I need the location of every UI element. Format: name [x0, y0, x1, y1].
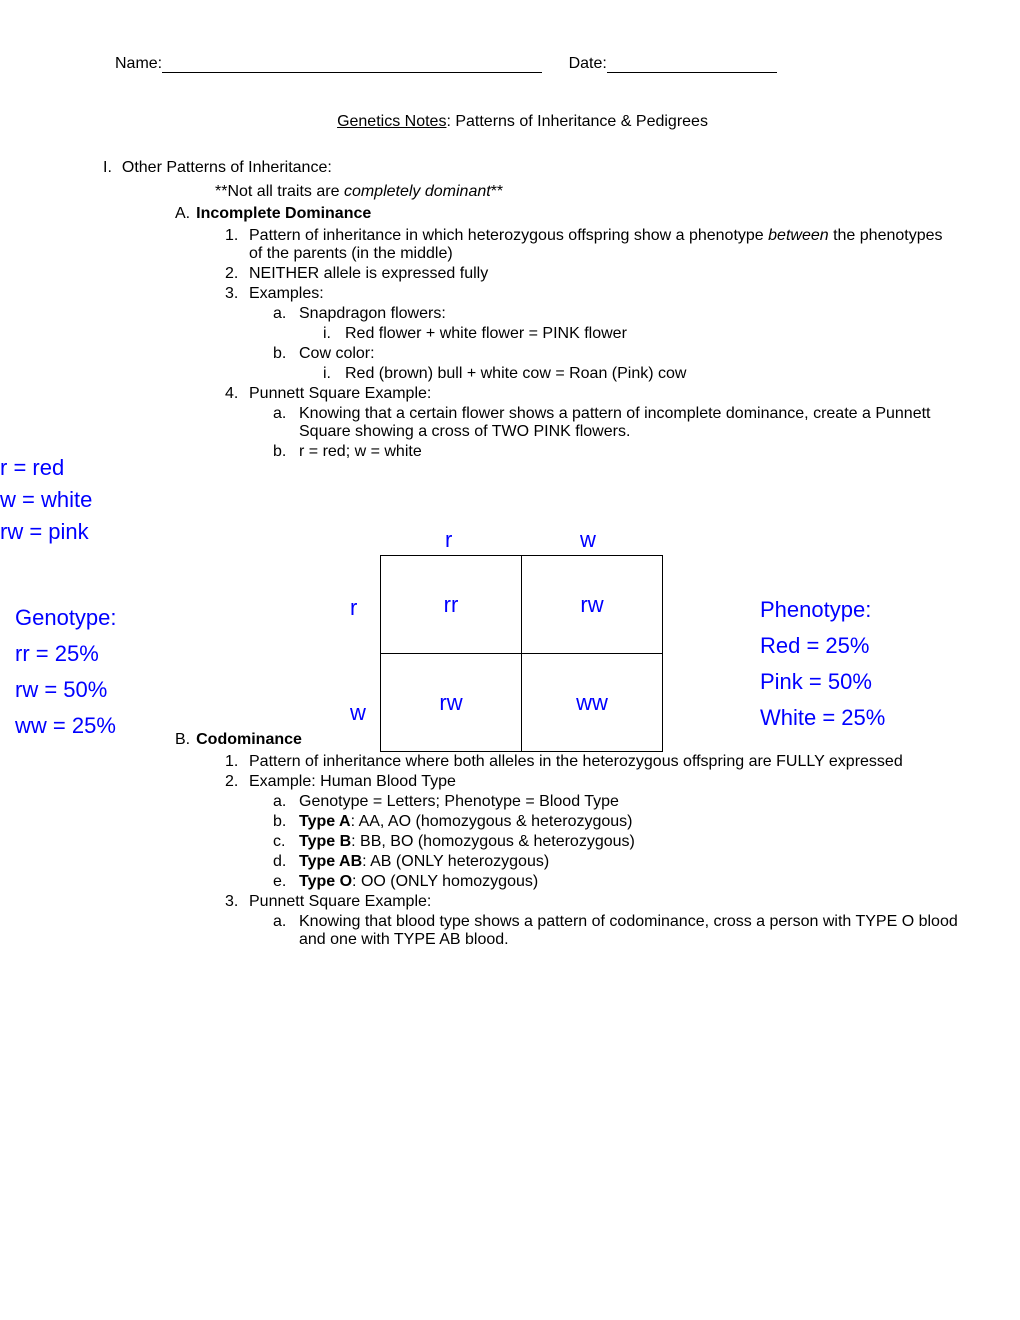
list-item: a. Genotype = Letters; Phenotype = Blood…	[273, 793, 960, 811]
examples-sublist: b. Cow color:	[273, 345, 960, 363]
name-label: Name:	[115, 55, 162, 72]
document-page: Name: Date: Genetics Notes: Patterns of …	[0, 0, 1020, 991]
list-item: 1. Pattern of inheritance in which heter…	[225, 227, 960, 263]
section-I-note: **Not all traits are completely dominant…	[215, 183, 960, 201]
list-item: a. Knowing that blood type shows a patte…	[273, 913, 960, 949]
examples-subsublist: i. Red flower + white flower = PINK flow…	[323, 325, 960, 343]
list-item: e. Type O: OO (ONLY homozygous)	[273, 873, 960, 891]
title-underlined: Genetics Notes	[337, 113, 446, 130]
list-item: 2. Example: Human Blood Type	[225, 773, 960, 791]
section-A-heading: A. Incomplete Dominance	[175, 205, 960, 223]
examples-subsublist: i. Red (brown) bull + white cow = Roan (…	[323, 365, 960, 383]
codominance-sublist: a. Knowing that blood type shows a patte…	[273, 913, 960, 949]
punnett-cell: ww	[522, 654, 663, 752]
phenotype-annotation: Phenotype: Red = 25% Pink = 50% White = …	[760, 592, 885, 736]
section-B-marker: B.	[175, 731, 190, 748]
title-rest: : Patterns of Inheritance & Pedigrees	[446, 113, 707, 130]
section-I-text: Other Patterns of Inheritance:	[122, 159, 332, 176]
codominance-list: 1. Pattern of inheritance where both all…	[225, 753, 960, 791]
list-item: 3. Examples:	[225, 285, 960, 303]
section-I-heading: I. Other Patterns of Inheritance:	[103, 159, 960, 177]
list-item: b. Cow color:	[273, 345, 960, 363]
list-item: a. Snapdragon flowers:	[273, 305, 960, 323]
punnett-col-header: r	[445, 527, 452, 553]
punnett-cell: rw	[381, 654, 522, 752]
list-item: i. Red (brown) bull + white cow = Roan (…	[323, 365, 960, 383]
punnett-row-header: w	[350, 700, 366, 726]
punnett-cell: rr	[381, 556, 522, 654]
punnett-square: r w r w rr rw rw ww	[380, 555, 663, 752]
genotype-annotation: Genotype: rr = 25% rw = 50% ww = 25%	[15, 600, 117, 744]
list-item: 2. NEITHER allele is expressed fully	[225, 265, 960, 283]
section-I-marker: I.	[103, 159, 112, 176]
date-label: Date:	[569, 55, 607, 72]
list-item: c. Type B: BB, BO (homozygous & heterozy…	[273, 833, 960, 851]
section-A-title: Incomplete Dominance	[196, 205, 371, 222]
punnett-row-header: r	[350, 595, 357, 621]
list-item: 3. Punnett Square Example:	[225, 893, 960, 911]
list-item: a. Knowing that a certain flower shows a…	[273, 405, 960, 441]
examples-sublist: a. Snapdragon flowers:	[273, 305, 960, 323]
header-row: Name: Date:	[115, 55, 960, 73]
date-blank	[607, 57, 777, 73]
list-item: b. Type A: AA, AO (homozygous & heterozy…	[273, 813, 960, 831]
list-item: b. r = red; w = white	[273, 443, 960, 461]
punnett-table: rr rw rw ww	[380, 555, 663, 752]
list-item: i. Red flower + white flower = PINK flow…	[323, 325, 960, 343]
section-B-title: Codominance	[196, 731, 302, 748]
name-blank	[162, 57, 542, 73]
incomplete-list: 4. Punnett Square Example:	[225, 385, 960, 403]
list-item: d. Type AB: AB (ONLY heterozygous)	[273, 853, 960, 871]
punnett-cell: rw	[522, 556, 663, 654]
incomplete-list: 1. Pattern of inheritance in which heter…	[225, 227, 960, 303]
legend-annotation: r = red w = white rw = pink	[0, 452, 92, 548]
codominance-list: 3. Punnett Square Example:	[225, 893, 960, 911]
list-item: 1. Pattern of inheritance where both all…	[225, 753, 960, 771]
punnett-sublist: a. Knowing that a certain flower shows a…	[273, 405, 960, 461]
punnett-col-header: w	[580, 527, 596, 553]
codominance-section: B. Codominance 1. Pattern of inheritance …	[85, 731, 960, 949]
list-item: 4. Punnett Square Example:	[225, 385, 960, 403]
page-title: Genetics Notes: Patterns of Inheritance …	[85, 113, 960, 131]
codominance-sublist: a. Genotype = Letters; Phenotype = Blood…	[273, 793, 960, 891]
section-A-marker: A.	[175, 205, 190, 222]
